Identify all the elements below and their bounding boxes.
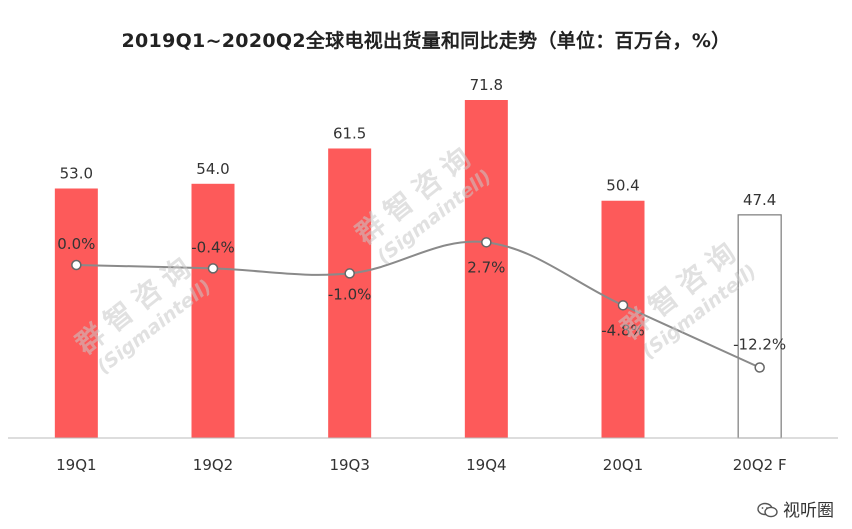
yoy-trend-line xyxy=(76,240,761,369)
yoy-label-1: -0.4% xyxy=(191,238,235,256)
bar-1 xyxy=(191,183,235,438)
footer-label: 视听圈 xyxy=(783,501,834,521)
bar-4 xyxy=(601,200,645,438)
wechat-icon xyxy=(757,502,778,518)
x-tick-label-2: 19Q3 xyxy=(329,456,369,474)
bar-3 xyxy=(464,100,508,438)
bar-label-2: 61.5 xyxy=(333,124,366,142)
yoy-label-2: -1.0% xyxy=(328,285,372,303)
footer-brand: 视听圈 xyxy=(757,496,834,521)
bar-label-0: 53.0 xyxy=(60,165,93,183)
chart-title: 2019Q1~2020Q2全球电视出货量和同比走势（单位：百万台，%） xyxy=(121,30,731,52)
yoy-point-5 xyxy=(754,362,765,373)
bar-5 xyxy=(737,214,782,439)
yoy-point-2 xyxy=(344,268,355,279)
yoy-point-0 xyxy=(71,259,82,271)
yoy-label-5: -12.2% xyxy=(733,335,786,353)
x-tick-label-5: 20Q2 F xyxy=(733,456,787,474)
yoy-point-3 xyxy=(481,237,492,248)
yoy-label-0: 0.0% xyxy=(57,235,95,253)
bar-label-1: 54.0 xyxy=(196,160,229,178)
bar-label-3: 71.8 xyxy=(470,76,503,94)
yoy-label-4: -4.8% xyxy=(601,321,645,339)
x-tick-label-4: 20Q1 xyxy=(603,456,643,474)
bar-0 xyxy=(54,188,98,438)
bar-label-4: 50.4 xyxy=(606,177,639,195)
x-tick-label-3: 19Q4 xyxy=(466,456,506,474)
bar-2 xyxy=(328,148,372,438)
yoy-point-4 xyxy=(617,300,629,311)
yoy-label-3: 2.7% xyxy=(467,258,505,276)
bar-label-5: 47.4 xyxy=(743,191,776,209)
yoy-point-1 xyxy=(207,263,219,274)
x-tick-label-0: 19Q1 xyxy=(56,456,96,474)
x-tick-label-1: 19Q2 xyxy=(193,456,233,474)
